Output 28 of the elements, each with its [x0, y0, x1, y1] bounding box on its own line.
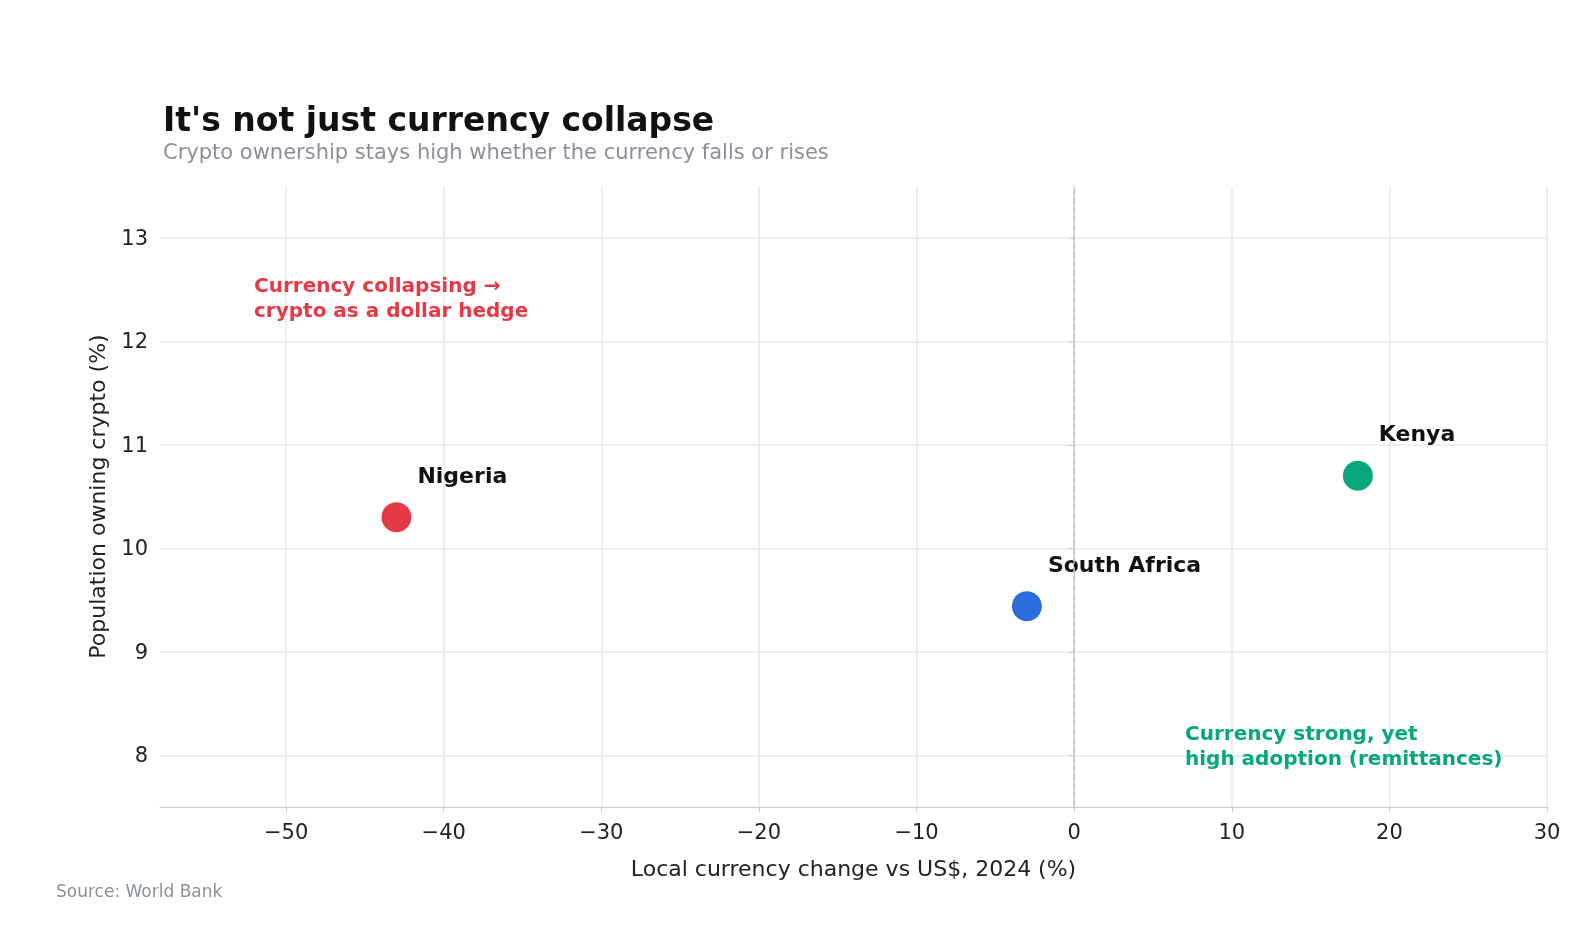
source-note: Source: World Bank — [56, 880, 223, 901]
point — [1342, 460, 1373, 491]
x-tick-label: 10 — [1218, 819, 1246, 844]
x-tick-label: 30 — [1533, 819, 1561, 844]
chart-subtitle: Crypto ownership stays high whether the currency falls or rises — [163, 139, 829, 164]
point — [1011, 591, 1042, 622]
y-tick-label: 8 — [134, 743, 148, 768]
x-axis-title: Local currency change vs US$, 2024 (%) — [630, 855, 1077, 881]
y-axis-title: Population owning crypto (%) — [84, 334, 110, 659]
x-tick-label: −30 — [579, 819, 624, 844]
x-tick-label: −40 — [421, 819, 466, 844]
x-tick-label: −20 — [736, 819, 782, 844]
y-tick-label: 13 — [121, 225, 148, 250]
y-tick-label: 12 — [121, 329, 148, 354]
series-label: Kenya — [1378, 421, 1456, 447]
series-label: South Africa — [1047, 551, 1202, 577]
y-tick-label: 11 — [121, 432, 148, 457]
x-tick-label: 20 — [1376, 819, 1403, 844]
x-tick-label: −50 — [263, 819, 309, 844]
x-tick-label: 0 — [1067, 819, 1081, 844]
x-tick-label: −10 — [894, 819, 939, 844]
chart-title: It's not just currency collapse — [163, 100, 715, 139]
annotation: Currency collapsing → crypto as a dollar hedge — [254, 272, 529, 322]
y-tick-label: 9 — [134, 639, 148, 664]
series-label: Nigeria — [417, 462, 508, 488]
annotation: Currency strong, yet high adoption (remittances) — [1185, 720, 1503, 770]
point — [381, 502, 412, 533]
y-tick-label: 10 — [121, 536, 148, 561]
